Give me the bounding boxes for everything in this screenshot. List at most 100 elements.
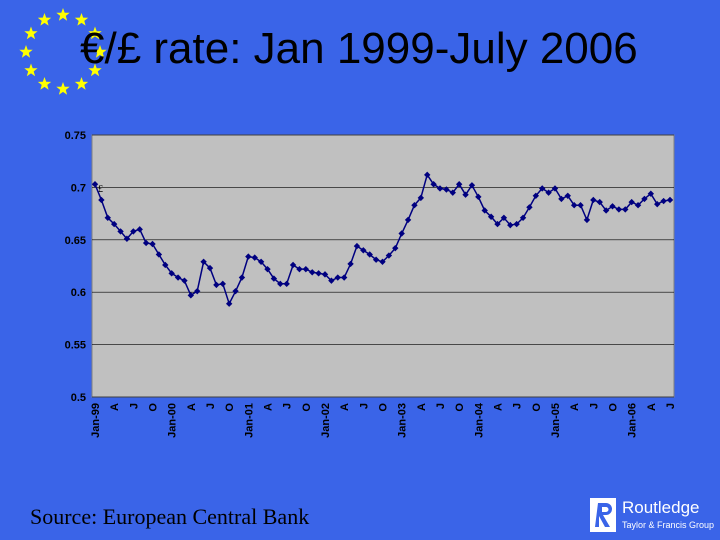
data-point [404, 216, 412, 224]
publisher-name: Routledge [622, 498, 700, 517]
x-tick-label: Jan-05 [550, 403, 562, 438]
eu-stars-emblem [19, 8, 107, 95]
x-tick-label: O [301, 403, 313, 412]
data-point [660, 197, 667, 205]
data-point [539, 185, 546, 192]
data-point [366, 251, 373, 258]
data-point [149, 240, 156, 248]
data-point [647, 190, 655, 197]
y-tick-label: 0.65 [65, 235, 86, 247]
series-annotation: £ [98, 184, 103, 195]
data-point [654, 200, 661, 208]
x-tick-label: O [148, 403, 160, 412]
data-point [110, 220, 118, 228]
star-icon [88, 63, 102, 77]
star-icon [24, 26, 38, 40]
x-tick-label: A [569, 403, 581, 411]
star-icon [93, 45, 107, 58]
routledge-r-icon [590, 498, 616, 532]
data-point [360, 247, 367, 254]
data-point [372, 256, 380, 263]
x-tick-label: A [646, 403, 658, 411]
x-tick-label: A [109, 403, 121, 411]
x-tick-label: J [665, 403, 677, 409]
data-point [513, 220, 520, 228]
data-point [104, 214, 111, 221]
data-point [155, 251, 163, 258]
data-point [257, 258, 265, 266]
data-point [475, 193, 482, 201]
data-point [500, 214, 508, 221]
data-point [462, 191, 469, 198]
data-point [590, 196, 597, 204]
data-point [430, 181, 437, 188]
data-point [130, 228, 137, 235]
x-tick-label: O [531, 403, 543, 412]
x-tick-label: A [416, 403, 428, 411]
data-point [117, 228, 124, 235]
data-point [487, 213, 495, 220]
data-point [353, 242, 361, 250]
data-point [526, 204, 533, 211]
star-icon [74, 13, 89, 26]
data-point [641, 195, 648, 203]
data-point [583, 216, 591, 224]
data-point [174, 274, 182, 281]
data-point [443, 186, 450, 193]
data-point [136, 226, 143, 233]
x-tick-label: J [435, 403, 447, 409]
data-point [411, 202, 418, 209]
x-tick-label: Jan-04 [473, 402, 485, 438]
data-point [468, 182, 476, 189]
y-tick-label: 0.5 [71, 392, 86, 404]
x-tick-label: J [358, 403, 370, 409]
x-tick-label: Jan-03 [397, 403, 409, 438]
data-point [481, 207, 488, 214]
data-point [398, 230, 405, 237]
data-point [251, 254, 258, 261]
data-point [609, 203, 616, 210]
x-tick-label: O [224, 403, 236, 412]
data-point [615, 206, 623, 213]
data-point [564, 192, 571, 199]
y-tick-label: 0.7 [71, 182, 86, 194]
data-point [455, 181, 463, 188]
data-point [123, 235, 131, 242]
data-point [628, 198, 635, 206]
x-tick-label: J [205, 403, 217, 409]
data-point [596, 198, 603, 206]
star-icon [37, 77, 52, 90]
x-tick-label: Jan-06 [627, 403, 639, 438]
data-point [340, 274, 348, 281]
x-tick-label: O [454, 403, 466, 412]
publisher-tagline: Taylor & Francis Group [622, 520, 715, 530]
data-point [264, 265, 271, 273]
x-tick-label: A [263, 403, 275, 411]
x-tick-label: A [339, 403, 351, 411]
data-point [436, 185, 444, 192]
data-point [168, 270, 175, 277]
star-icon [19, 45, 33, 58]
x-tick-label: Jan-02 [320, 403, 332, 438]
data-point [379, 258, 386, 266]
x-tick-label: A [186, 403, 198, 411]
exchange-rate-chart: 0.75 0.7 0.65 0.6 0.55 0.5 Jan-99 A J O Jan-00 A J O… [65, 130, 677, 438]
x-tick-label: O [378, 403, 390, 412]
data-point [219, 280, 226, 288]
x-tick-label: Jan-00 [167, 403, 179, 438]
star-icon [24, 63, 38, 77]
data-point [334, 274, 341, 281]
data-point [232, 287, 239, 295]
data-point [270, 275, 278, 282]
data-point [98, 196, 105, 204]
data-point [289, 261, 297, 269]
x-tick-label: A [493, 403, 505, 411]
publisher-logo: Routledge Taylor & Francis Group [590, 496, 715, 536]
data-point [577, 202, 584, 209]
data-point [602, 207, 610, 214]
data-point [206, 264, 214, 272]
data-point [558, 195, 565, 203]
source-caption: Source: European Central Bank [30, 504, 310, 529]
y-tick-label: 0.75 [65, 130, 86, 142]
series-rate [91, 171, 674, 307]
